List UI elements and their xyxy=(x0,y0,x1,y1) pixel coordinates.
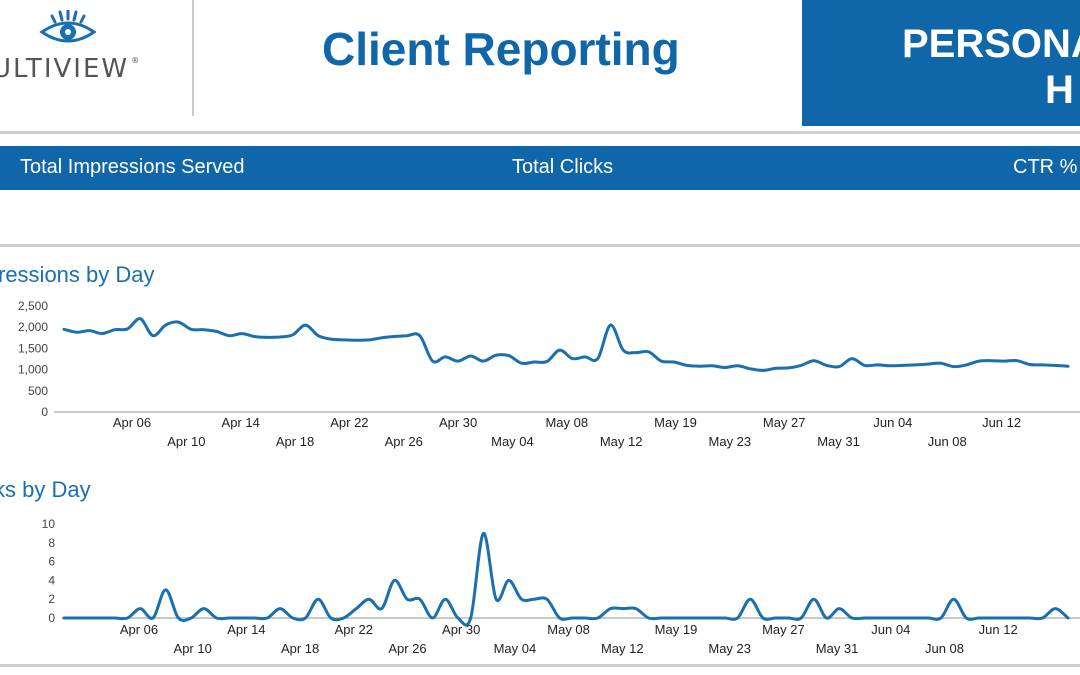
client-name-box: PERSONA H xyxy=(802,0,1080,126)
x-tick-label: Apr 10 xyxy=(174,641,212,656)
x-tick-label: May 31 xyxy=(817,434,860,449)
y-tick-label: 4 xyxy=(48,573,55,587)
y-tick-label: 2,000 xyxy=(18,320,48,334)
x-tick-label: May 27 xyxy=(762,622,805,637)
x-tick-label: Jun 12 xyxy=(979,622,1018,637)
total-impressions-label: Total Impressions Served xyxy=(20,156,245,178)
logo-wordmark: ULTIVIEW ® xyxy=(0,54,141,84)
y-tick-label: 2 xyxy=(48,592,55,606)
logo-text: ULTIVIEW xyxy=(0,54,130,84)
eye-logo-icon xyxy=(39,10,96,43)
divider-rule xyxy=(0,664,1080,667)
x-tick-label: Jun 12 xyxy=(982,415,1021,430)
x-tick-label: Apr 26 xyxy=(388,641,426,656)
header: ULTIVIEW® Client Reporting PERSONA H xyxy=(0,0,1080,128)
x-tick-label: Apr 26 xyxy=(385,434,423,449)
x-tick-label: Apr 22 xyxy=(330,415,368,430)
x-tick-label: Apr 14 xyxy=(227,622,265,637)
metrics-bar: Total Impressions Served Total Clicks CT… xyxy=(0,146,1080,190)
x-tick-label: Apr 22 xyxy=(335,622,373,637)
x-tick-label: May 04 xyxy=(494,641,537,656)
y-tick-label: 1,000 xyxy=(18,363,48,377)
y-tick-label: 500 xyxy=(28,384,48,398)
x-tick-label: May 12 xyxy=(600,434,643,449)
header-divider xyxy=(192,0,194,116)
x-tick-label: May 08 xyxy=(547,622,590,637)
series-line xyxy=(62,531,1070,627)
x-tick-label: Apr 30 xyxy=(439,415,477,430)
ctr-label: CTR % xyxy=(1013,156,1078,178)
total-clicks-label: Total Clicks xyxy=(512,156,614,178)
x-tick-label: Apr 06 xyxy=(120,622,158,637)
series-line xyxy=(62,317,1070,372)
x-tick-label: Apr 30 xyxy=(442,622,480,637)
y-tick-label: 8 xyxy=(48,536,55,550)
divider-rule xyxy=(0,244,1080,247)
clicks-by-day-chart: 0 2 4 6 8 10 Apr 06 Apr 14 Apr 22 Apr 30 May 08 May… xyxy=(42,517,1080,656)
client-name-line2: H xyxy=(1045,68,1074,112)
y-tick-label: 0 xyxy=(41,405,48,419)
y-tick-label: 1,500 xyxy=(18,341,48,355)
y-tick-label: 2,500 xyxy=(18,299,48,313)
x-tick-label: May 04 xyxy=(491,434,534,449)
x-tick-label: Apr 06 xyxy=(113,415,151,430)
y-tick-label: 10 xyxy=(42,517,56,531)
x-tick-label: Jun 04 xyxy=(873,415,912,430)
impressions-by-day-chart: 0 500 1,000 1,500 2,000 2,500 Apr 06 Apr 14 Apr … xyxy=(18,299,1080,449)
x-tick-label: Apr 18 xyxy=(281,641,319,656)
x-tick-label: Apr 10 xyxy=(167,434,205,449)
x-tick-label: May 31 xyxy=(816,641,859,656)
registered-mark: ® xyxy=(131,56,142,65)
x-tick-label: Jun 04 xyxy=(871,622,910,637)
x-tick-label: May 12 xyxy=(601,641,644,656)
clicks-chart-title: ks by Day xyxy=(0,477,91,502)
divider-rule xyxy=(0,131,1080,134)
x-tick-label: May 23 xyxy=(708,641,751,656)
client-name-line1: PERSONA xyxy=(902,22,1080,66)
x-tick-label: May 19 xyxy=(654,415,697,430)
x-tick-label: Apr 18 xyxy=(276,434,314,449)
x-tick-label: May 19 xyxy=(655,622,698,637)
x-tick-label: May 08 xyxy=(545,415,588,430)
y-tick-label: 0 xyxy=(48,611,55,625)
x-tick-label: May 23 xyxy=(709,434,752,449)
impressions-chart-title: ressions by Day xyxy=(0,262,155,287)
x-tick-label: May 27 xyxy=(763,415,806,430)
x-tick-label: Apr 14 xyxy=(222,415,260,430)
x-tick-label: Jun 08 xyxy=(925,641,964,656)
x-tick-label: Jun 08 xyxy=(928,434,967,449)
y-tick-label: 6 xyxy=(48,555,55,569)
page-title: Client Reporting xyxy=(322,23,680,75)
